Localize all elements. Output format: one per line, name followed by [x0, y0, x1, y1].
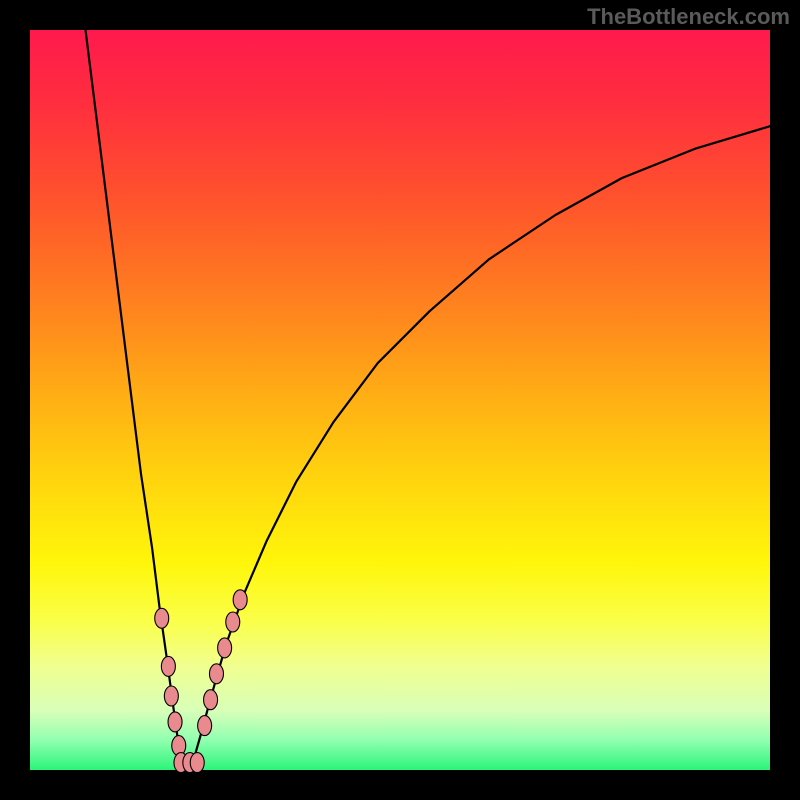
data-marker	[218, 638, 232, 658]
chart-svg	[0, 0, 800, 800]
data-marker	[161, 656, 175, 676]
data-marker	[164, 686, 178, 706]
data-marker	[198, 716, 212, 736]
plot-gradient-background	[30, 30, 770, 770]
data-marker	[155, 608, 169, 628]
data-marker	[204, 690, 218, 710]
data-marker	[168, 712, 182, 732]
bottleneck-chart: TheBottleneck.com	[0, 0, 800, 800]
data-marker	[190, 753, 204, 773]
data-marker	[226, 612, 240, 632]
data-marker	[233, 590, 247, 610]
data-marker	[209, 664, 223, 684]
